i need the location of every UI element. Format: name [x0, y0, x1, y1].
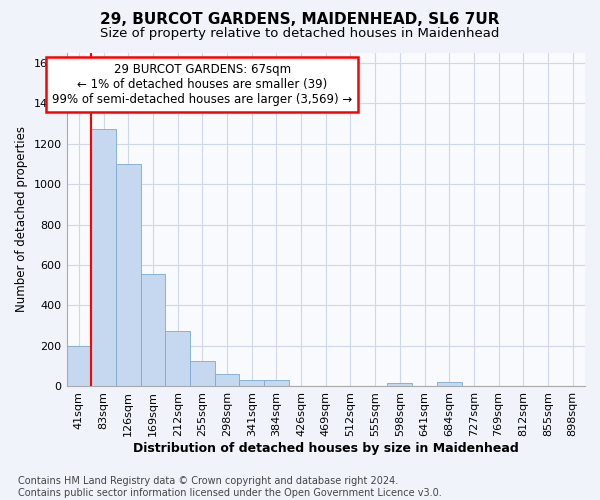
- X-axis label: Distribution of detached houses by size in Maidenhead: Distribution of detached houses by size …: [133, 442, 518, 455]
- Bar: [215, 374, 239, 386]
- Bar: [437, 382, 461, 386]
- Bar: [91, 130, 116, 386]
- Bar: [165, 331, 190, 386]
- Bar: [190, 361, 215, 386]
- Text: Size of property relative to detached houses in Maidenhead: Size of property relative to detached ho…: [100, 28, 500, 40]
- Bar: [116, 164, 140, 386]
- Y-axis label: Number of detached properties: Number of detached properties: [15, 126, 28, 312]
- Bar: [264, 380, 289, 386]
- Bar: [239, 380, 264, 386]
- Bar: [67, 346, 91, 387]
- Text: 29, BURCOT GARDENS, MAIDENHEAD, SL6 7UR: 29, BURCOT GARDENS, MAIDENHEAD, SL6 7UR: [100, 12, 500, 28]
- Text: 29 BURCOT GARDENS: 67sqm
← 1% of detached houses are smaller (39)
99% of semi-de: 29 BURCOT GARDENS: 67sqm ← 1% of detache…: [52, 62, 352, 106]
- Bar: [140, 274, 165, 386]
- Text: Contains HM Land Registry data © Crown copyright and database right 2024.
Contai: Contains HM Land Registry data © Crown c…: [18, 476, 442, 498]
- Bar: [388, 384, 412, 386]
